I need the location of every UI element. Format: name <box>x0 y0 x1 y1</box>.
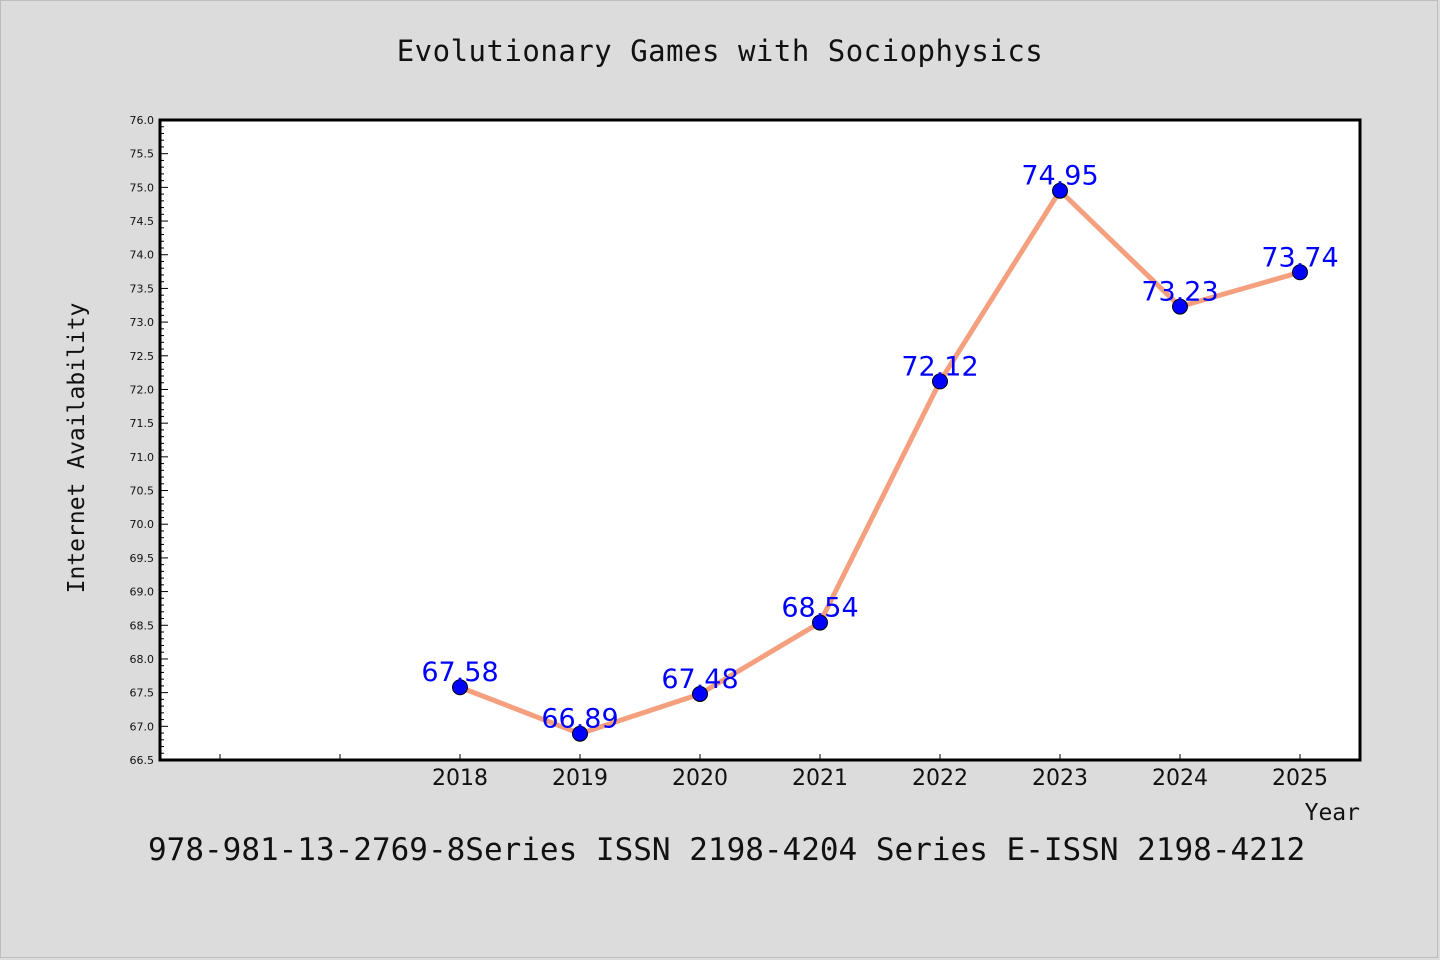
x-tick-label: 2018 <box>432 766 488 791</box>
y-axis-ticks: 66.5 67.0 67.5 68.0 68.5 69.0 69.5 70.0 70.5 71.0… <box>130 114 168 767</box>
y-tick-label: 68.5 <box>130 619 155 632</box>
data-point <box>1292 264 1308 281</box>
x-axis-label: Year <box>1305 800 1360 826</box>
y-tick-label: 71.0 <box>130 451 155 464</box>
x-tick-label: 2021 <box>792 766 848 791</box>
y-tick-label: 72.0 <box>130 383 155 396</box>
data-point <box>692 685 708 702</box>
series-line <box>459 188 1301 737</box>
x-tick-label: 2019 <box>552 766 608 791</box>
x-tick-label: 2024 <box>1152 766 1208 791</box>
data-label: 74.95 <box>1021 161 1098 192</box>
data-label: 73.23 <box>1141 277 1218 308</box>
data-point <box>1172 298 1188 315</box>
data-label: 67.58 <box>421 657 498 688</box>
y-tick-label: 75.0 <box>130 181 155 194</box>
y-tick-label: 76.0 <box>130 114 155 127</box>
data-point <box>572 725 588 742</box>
data-point <box>1052 182 1068 199</box>
footer-isbn-text: 978-981-13-2769-8Series ISSN 2198-4204 S… <box>148 832 1306 868</box>
data-point <box>812 614 828 631</box>
y-tick-label: 68.0 <box>130 653 155 666</box>
x-tick-label: 2020 <box>672 766 728 791</box>
y-tick-label: 70.5 <box>130 485 155 498</box>
y-tick-label: 67.0 <box>130 720 155 733</box>
data-label: 73.74 <box>1261 242 1338 273</box>
y-tick-label: 73.0 <box>130 316 155 329</box>
y-tick-label: 66.5 <box>130 754 155 767</box>
data-point <box>452 679 468 696</box>
y-tick-label: 75.5 <box>130 148 155 161</box>
x-tick-label: 2023 <box>1032 766 1088 791</box>
y-tick-label: 72.5 <box>130 350 155 363</box>
x-axis-ticks: 2018 2019 2020 2021 2022 2023 2024 2025 <box>219 754 1328 791</box>
y-tick-label: 71.5 <box>130 417 155 430</box>
data-label: 67.48 <box>661 664 738 695</box>
series-points-group <box>452 182 1308 742</box>
data-label: 68.54 <box>781 593 858 624</box>
y-axis-label: Internet Availability <box>64 303 90 594</box>
y-tick-label: 69.5 <box>130 552 155 565</box>
y-tick-label: 73.5 <box>130 282 155 295</box>
y-tick-label: 67.5 <box>130 687 155 700</box>
y-tick-label: 69.0 <box>130 586 155 599</box>
data-point <box>932 373 948 390</box>
data-label: 66.89 <box>541 704 618 735</box>
data-labels-group: 67.58 66.89 67.48 68.54 72.12 74.95 73.23 73.74 <box>421 161 1338 735</box>
y-tick-label: 70.0 <box>130 518 155 531</box>
x-tick-label: 2025 <box>1272 766 1328 791</box>
y-tick-label: 74.5 <box>130 215 155 228</box>
data-label: 72.12 <box>901 351 978 382</box>
y-tick-label: 74.0 <box>130 249 155 262</box>
series-line-group <box>459 188 1301 737</box>
x-tick-label: 2022 <box>912 766 968 791</box>
plot-area <box>158 118 1362 762</box>
chart-title: Evolutionary Games with Sociophysics <box>396 34 1044 68</box>
